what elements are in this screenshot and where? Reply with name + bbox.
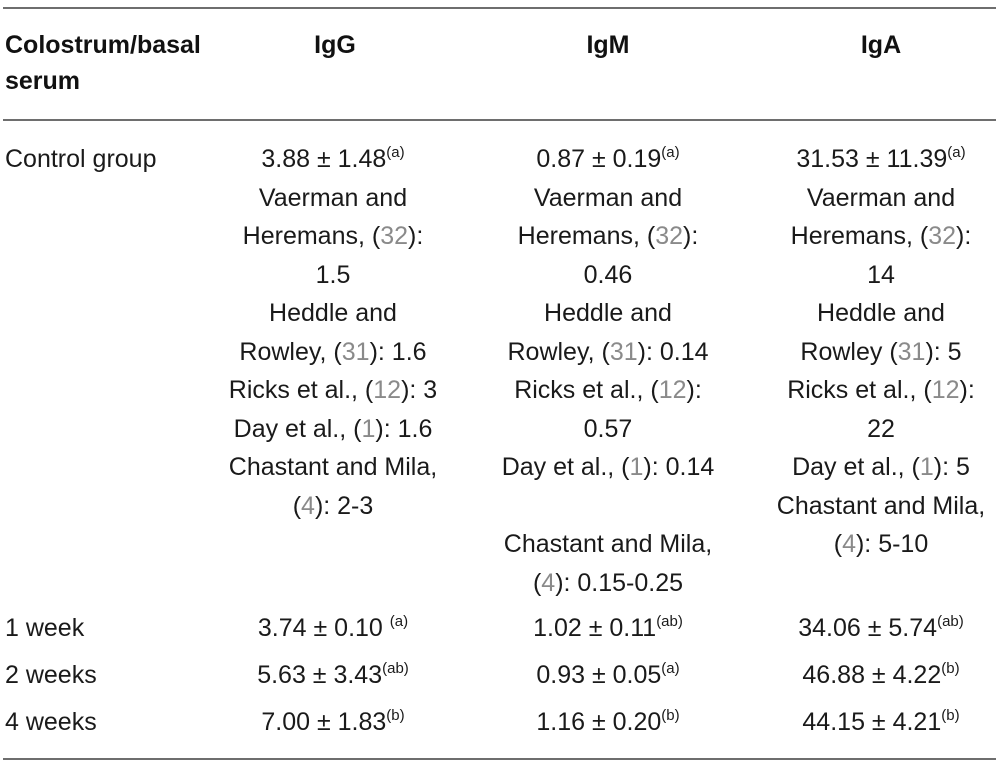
citation-ref: 12 — [931, 376, 960, 404]
igg-ref-line-9: (4): 2-3 — [292, 491, 374, 520]
igg-ref-line-2: Heremans, (32): — [242, 222, 424, 250]
control-igg-value-line: 3.88 ± 1.48(a) — [218, 140, 448, 179]
control-igg-value: 3.88 ± 1.48 — [261, 145, 387, 173]
superscript: (b) — [661, 707, 680, 724]
column-header-iga: IgA — [860, 31, 902, 59]
superscript: (ab) — [656, 613, 683, 630]
iga-ref-line-8: Day et al., (1): 5 — [792, 453, 970, 481]
week4-iga: 44.15 ± 4.21(b) — [802, 707, 960, 736]
week2-igm: 0.93 ± 0.05(a) — [536, 660, 680, 689]
superscript: (ab) — [382, 660, 409, 677]
citation-ref: 12 — [658, 376, 687, 404]
header-rule — [3, 119, 996, 121]
superscript: (b) — [386, 707, 405, 724]
header-row-label-line-2: serum — [5, 67, 81, 95]
igm-ref-line-4: Heddle and — [544, 299, 672, 327]
citation-ref: 31 — [897, 337, 926, 366]
igg-ref-line-3: 1.5 — [315, 260, 351, 289]
igg-ref-line-1: Vaerman and — [258, 183, 408, 212]
superscript: (b) — [941, 707, 960, 724]
week2-iga: 46.88 ± 4.22(b) — [802, 660, 960, 689]
superscript: (ab) — [937, 613, 964, 630]
row-label-control: Control group — [5, 145, 157, 173]
igg-ref-line-7: Day et al., (1): 1.6 — [233, 414, 433, 443]
iga-ref-line-10: (4): 5-10 — [833, 530, 929, 558]
bottom-rule — [3, 758, 996, 760]
iga-ref-line-7: 22 — [867, 414, 895, 443]
iga-ref-line-6: Ricks et al., (12): — [787, 376, 975, 404]
superscript: (b) — [941, 660, 960, 677]
iga-ref-line-1: Vaerman and — [806, 183, 956, 212]
citation-ref: 1 — [361, 414, 376, 443]
igg-ref-line-8: Chastant and Mila, — [228, 453, 438, 481]
iga-ref-line-5: Rowley (31): 5 — [800, 337, 962, 366]
control-igg-superscript: (a) — [386, 144, 405, 161]
citation-ref: 4 — [301, 491, 315, 520]
control-iga-cell: 31.53 ± 11.39(a) Vaerman and Heremans, (… — [762, 140, 1000, 564]
row-label-1-week: 1 week — [5, 614, 85, 642]
week1-iga: 34.06 ± 5.74(ab) — [798, 613, 964, 642]
citation-ref: 4 — [541, 568, 556, 597]
igm-ref-line-2: Heremans, (32): — [517, 222, 699, 250]
iga-ref-line-3: 14 — [867, 260, 895, 289]
control-igm-superscript: (a) — [661, 144, 680, 161]
header-row-label-line-1: Colostrum/basal — [5, 31, 201, 59]
column-header-row-label: Colostrum/basal serum — [5, 27, 201, 99]
week1-igg: 3.74 ± 0.10 (a) — [257, 613, 409, 642]
citation-ref: 32 — [380, 222, 409, 250]
column-header-igg: IgG — [314, 31, 356, 59]
top-rule — [3, 7, 996, 9]
control-igm-value-line: 0.87 ± 0.19(a) — [488, 140, 728, 179]
iga-ref-line-4: Heddle and — [817, 299, 945, 327]
igm-ref-line-9: Chastant and Mila, — [503, 530, 713, 558]
citation-ref: 1 — [919, 453, 934, 481]
igg-ref-line-5: Rowley, (31): 1.6 — [239, 337, 427, 366]
citation-ref: 12 — [373, 376, 402, 404]
column-header-igm: IgM — [586, 31, 630, 59]
control-igm-value: 0.87 ± 0.19 — [536, 145, 662, 173]
citation-ref: 31 — [341, 337, 370, 366]
igg-ref-line-6: Ricks et al., (12): 3 — [228, 376, 438, 404]
citation-ref: 32 — [928, 222, 957, 250]
igm-ref-line-7: 0.57 — [583, 414, 633, 443]
igm-ref-line-3: 0.46 — [583, 260, 633, 289]
citation-ref: 32 — [655, 222, 684, 250]
igm-ref-line-5: Rowley, (31): 0.14 — [507, 337, 709, 366]
week4-igm: 1.16 ± 0.20(b) — [536, 707, 680, 736]
iga-ref-line-2: Heremans, (32): — [790, 222, 972, 250]
citation-ref: 1 — [629, 453, 644, 481]
superscript: (a) — [661, 660, 680, 677]
control-iga-value-line: 31.53 ± 11.39(a) — [762, 140, 1000, 179]
week1-igm: 1.02 ± 0.11(ab) — [533, 613, 683, 642]
control-iga-value: 31.53 ± 11.39 — [796, 145, 948, 173]
igg-ref-line-4: Heddle and — [269, 299, 397, 327]
week4-igg: 7.00 ± 1.83(b) — [261, 707, 405, 736]
row-label-4-weeks: 4 weeks — [5, 708, 97, 736]
igm-ref-line-6: Ricks et al., (12): — [514, 376, 702, 404]
control-iga-superscript: (a) — [947, 144, 966, 161]
control-igm-cell: 0.87 ± 0.19(a) Vaerman and Heremans, (32… — [488, 140, 728, 602]
week2-igg: 5.63 ± 3.43(ab) — [257, 660, 409, 689]
igm-ref-line-10: (4): 0.15-0.25 — [532, 568, 684, 597]
row-label-2-weeks: 2 weeks — [5, 661, 97, 689]
igm-ref-line-8: Day et al., (1): 0.14 — [501, 453, 715, 481]
igm-ref-line-1: Vaerman and — [533, 183, 683, 212]
control-igg-cell: 3.88 ± 1.48(a) Vaerman and Heremans, (32… — [218, 140, 448, 525]
citation-ref: 31 — [609, 337, 638, 366]
superscript: (a) — [389, 613, 409, 630]
igm-ref-spacer — [488, 487, 728, 526]
iga-ref-line-9: Chastant and Mila, — [776, 491, 986, 520]
citation-ref: 4 — [842, 530, 856, 558]
